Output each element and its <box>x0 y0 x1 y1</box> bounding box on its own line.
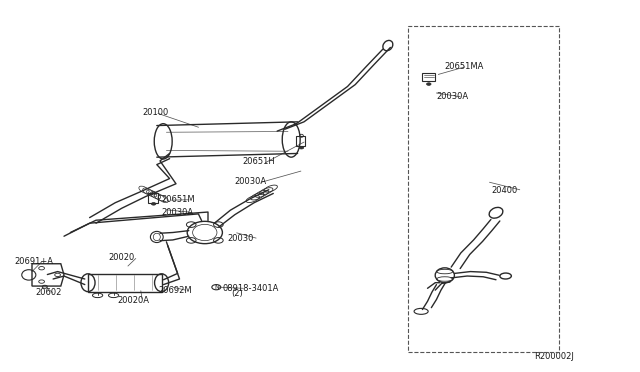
Text: 20692M: 20692M <box>159 286 193 295</box>
Ellipse shape <box>300 147 304 149</box>
Text: 20100: 20100 <box>142 108 168 117</box>
Bar <box>408 26 559 352</box>
Text: 20030A: 20030A <box>436 92 468 101</box>
Text: 20651MA: 20651MA <box>445 62 484 71</box>
Text: 20400: 20400 <box>492 186 518 195</box>
Text: N: N <box>214 285 219 290</box>
Text: 20651M: 20651M <box>161 195 195 203</box>
Ellipse shape <box>426 83 431 86</box>
Text: 20602: 20602 <box>35 288 61 297</box>
Text: 20030: 20030 <box>227 234 253 243</box>
Ellipse shape <box>151 202 156 205</box>
Text: 20020A: 20020A <box>117 296 149 305</box>
Text: 08918-3401A: 08918-3401A <box>222 284 278 293</box>
Text: 20691+A: 20691+A <box>15 257 54 266</box>
Text: 20030A: 20030A <box>161 208 193 217</box>
Text: 20030A: 20030A <box>235 177 267 186</box>
Text: 20020: 20020 <box>109 253 135 262</box>
Text: (2): (2) <box>232 289 243 298</box>
Text: 20651H: 20651H <box>242 157 275 166</box>
Text: R200002J: R200002J <box>534 352 574 361</box>
